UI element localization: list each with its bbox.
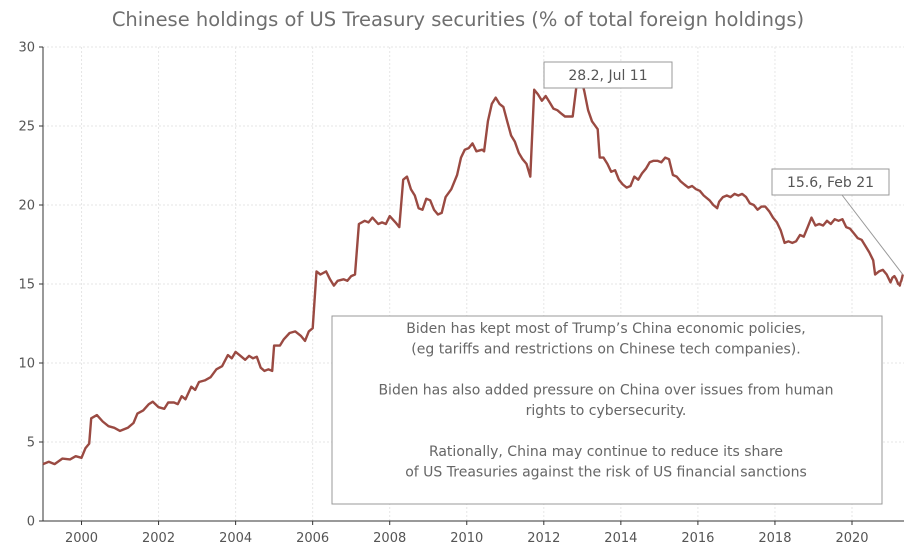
x-tick-label: 2012 [527,531,560,546]
annotation-label: 28.2, Jul 11 [568,68,647,84]
annotations: 28.2, Jul 11 15.6, Feb 21 [543,61,904,275]
x-tick-label: 2018 [758,531,791,546]
commentary-line: Biden has also added pressure on China o… [378,383,833,399]
x-tick-label: 2004 [219,531,252,546]
y-tick-label: 0 [27,515,35,530]
commentary-line: Biden has kept most of Trump’s China eco… [406,321,805,337]
x-tick-label: 2002 [142,531,175,546]
x-tick-label: 2000 [65,531,98,546]
annotation-box [771,168,890,196]
y-tick-label: 15 [18,278,35,293]
y-tick-label: 5 [27,436,35,451]
x-tick-label: 2006 [296,531,329,546]
commentary-frame [331,315,883,505]
axes [39,46,904,525]
chart-title: Chinese holdings of US Treasury securiti… [112,8,804,31]
y-tick-label: 30 [18,41,35,56]
x-tick-label: 2014 [604,531,637,546]
commentary-line: Rationally, China may continue to reduce… [429,444,783,460]
series-line [42,74,904,466]
commentary-line: rights to cybersecurity. [526,403,687,419]
y-tick-label: 20 [18,199,35,214]
x-tick-label: 2008 [373,531,406,546]
x-tick-label: 2020 [835,531,868,546]
annotation-label: 15.6, Feb 21 [787,175,874,191]
annotation-box [543,61,673,89]
x-tick-label: 2010 [450,531,483,546]
y-tick-label: 10 [18,357,35,372]
x-tick-label: 2016 [681,531,714,546]
y-tick-label: 25 [18,120,35,135]
commentary-box: Biden has kept most of Trump’s China eco… [331,315,883,505]
gridlines [43,46,904,521]
commentary-line: (eg tariffs and restrictions on Chinese … [411,342,800,358]
annotation-leader [841,194,904,275]
tick-labels: 0 5 10 15 20 25 30 2000 2002 2004 2006 2008 2010 2012… [18,41,868,547]
commentary-line: of US Treasuries against the risk of US … [405,465,807,481]
